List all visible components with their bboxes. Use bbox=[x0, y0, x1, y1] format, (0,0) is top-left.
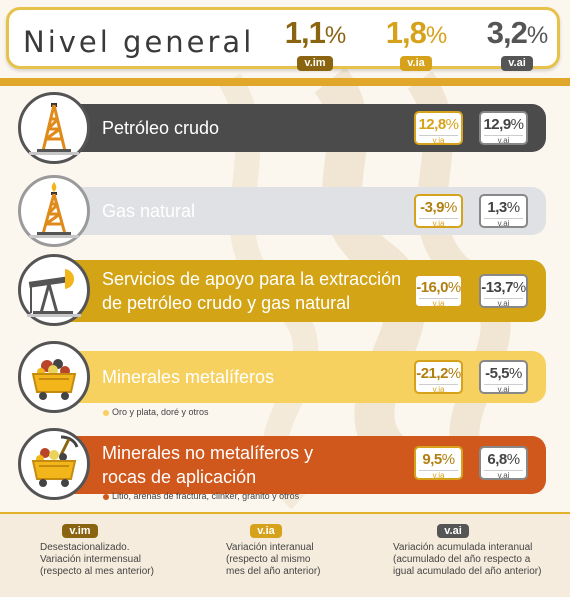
row-no-metaliferos-label-1: Minerales no metalíferos y bbox=[102, 443, 314, 463]
row-metaliferos-bar: Minerales metalíferos bbox=[58, 351, 546, 403]
row-servicios-label-1: Servicios de apoyo para la extracción bbox=[102, 269, 402, 289]
row-metaliferos-vai-unit: % bbox=[509, 365, 522, 382]
row-metaliferos-vai-tag: v.ai bbox=[497, 385, 510, 394]
page-title: Nivel general bbox=[23, 25, 255, 59]
header-underline bbox=[0, 78, 570, 86]
row-no-metaliferos-note: Litio, arenas de fractura, clinker, gran… bbox=[103, 491, 299, 501]
bullet-icon bbox=[103, 409, 109, 416]
row-no-metaliferos-via-tag: v.ia bbox=[432, 471, 445, 480]
row-servicios-via-tag: v.ia bbox=[432, 299, 445, 308]
row-metaliferos-vai-box: -5,5% v.ai bbox=[479, 360, 528, 394]
header-stat-vai-unit: % bbox=[526, 22, 548, 49]
row-servicios-via-box: -16,0% v.ia bbox=[414, 274, 463, 308]
row-petroleo-vai-box: 12,9% v.ai bbox=[479, 111, 528, 145]
row-no-metaliferos-via-box: 9,5% v.ia bbox=[414, 446, 463, 480]
row-no-metaliferos-note-text: Litio, arenas de fractura, clinker, gran… bbox=[112, 491, 300, 501]
row-metaliferos-via-tag: v.ia bbox=[432, 385, 445, 394]
row-servicios-vai-tag: v.ai bbox=[497, 299, 510, 308]
bullet-icon bbox=[103, 493, 109, 500]
row-metaliferos-via-box: -21,2% v.ia bbox=[414, 360, 463, 394]
row-gas: Gas natural -3,9% v.ia 1,3% v.ai bbox=[0, 175, 570, 247]
mine-cart-icon bbox=[18, 341, 90, 413]
row-petroleo-via-tag: v.ia bbox=[432, 136, 445, 145]
row-petroleo-vai-value: 12,9 bbox=[483, 116, 511, 133]
pump-jack-icon bbox=[18, 254, 90, 326]
row-metaliferos-label: Minerales metalíferos bbox=[102, 367, 275, 387]
header-stat-vim-badge: v.im bbox=[297, 56, 333, 71]
row-gas-vai-value: 1,3 bbox=[487, 199, 507, 216]
row-no-metaliferos-bar: Minerales no metalíferos y rocas de apli… bbox=[58, 436, 546, 494]
row-petroleo-vai-tag: v.ai bbox=[497, 136, 510, 145]
header-stat-via: 1,8% v.ia bbox=[376, 16, 456, 71]
header-stat-vim-value: 1,1 bbox=[284, 15, 326, 50]
legend-vai: v.ai Variación acumulada interanual (acu… bbox=[393, 524, 563, 578]
row-servicios-vai-box: -13,7% v.ai bbox=[479, 274, 528, 308]
row-petroleo-vai-unit: % bbox=[510, 116, 524, 133]
row-gas-vai-box: 1,3% v.ai bbox=[479, 194, 528, 228]
row-gas-vai-unit: % bbox=[506, 199, 520, 216]
legend-vim-line2: Variación intermensual bbox=[40, 554, 141, 565]
row-no-metaliferos-label-2: rocas de aplicación bbox=[102, 467, 257, 487]
legend-via-line1: Variación interanual bbox=[226, 542, 314, 553]
row-gas-via-unit: % bbox=[444, 199, 457, 216]
row-gas-vai-tag: v.ai bbox=[497, 219, 510, 228]
row-no-metaliferos-via-value: 9,5 bbox=[422, 451, 442, 468]
header-stat-vim: 1,1% v.im bbox=[275, 16, 355, 71]
legend-footer: v.im Desestacionalizado. Variación inter… bbox=[0, 512, 570, 597]
oil-rig-icon bbox=[18, 92, 90, 164]
row-petroleo-via-box: 12,8% v.ia bbox=[414, 111, 463, 145]
row-petroleo-bar: Petróleo crudo bbox=[58, 104, 546, 152]
legend-vim: v.im Desestacionalizado. Variación inter… bbox=[40, 524, 190, 578]
header-stat-via-unit: % bbox=[425, 22, 447, 49]
row-metaliferos: Minerales metalíferos -21,2% v.ia -5,5% … bbox=[0, 341, 570, 421]
row-petroleo-via-unit: % bbox=[445, 116, 459, 133]
row-no-metaliferos-vai-value: 6,8 bbox=[487, 451, 507, 468]
row-servicios-vai-unit: % bbox=[512, 279, 526, 296]
mine-cart-pickaxe-icon bbox=[18, 428, 90, 500]
row-metaliferos-note: Oro y plata, doré y otros bbox=[103, 407, 209, 417]
legend-vai-line3: igual acumulado del año anterior) bbox=[393, 566, 542, 577]
header-stat-via-badge: v.ia bbox=[400, 56, 432, 71]
row-petroleo: Petróleo crudo 12,8% v.ia 12,9% v.ai bbox=[0, 92, 570, 164]
row-no-metaliferos-vai-unit: % bbox=[506, 451, 520, 468]
header-stat-via-value: 1,8 bbox=[385, 15, 427, 50]
row-metaliferos-vai-value: -5,5 bbox=[485, 365, 509, 382]
row-metaliferos-note-text: Oro y plata, doré y otros bbox=[112, 407, 209, 417]
legend-vai-line1: Variación acumulada interanual bbox=[393, 542, 533, 553]
legend-vai-line2: (acumulado del año respecto a bbox=[393, 554, 531, 565]
row-servicios-label-2: de petróleo crudo y gas natural bbox=[102, 293, 351, 313]
row-gas-via-box: -3,9% v.ia bbox=[414, 194, 463, 228]
row-servicios-via-value: -16,0 bbox=[416, 279, 448, 296]
row-no-metaliferos-vai-box: 6,8% v.ai bbox=[479, 446, 528, 480]
row-no-metaliferos-vai-tag: v.ai bbox=[497, 471, 510, 480]
gas-rig-icon bbox=[18, 175, 90, 247]
header-stat-vim-unit: % bbox=[324, 22, 346, 49]
row-metaliferos-via-unit: % bbox=[447, 365, 461, 382]
row-no-metaliferos-via-unit: % bbox=[441, 451, 455, 468]
row-gas-bar: Gas natural bbox=[58, 187, 546, 235]
legend-via-line2: (respecto al mismo bbox=[226, 554, 311, 565]
legend-vim-line1: Desestacionalizado. bbox=[40, 542, 130, 553]
legend-via-badge: v.ia bbox=[250, 524, 282, 538]
row-servicios-bar: Servicios de apoyo para la extracción de… bbox=[58, 260, 546, 322]
header-stat-vai-badge: v.ai bbox=[501, 56, 533, 71]
row-petroleo-via-value: 12,8 bbox=[418, 116, 446, 133]
row-servicios-vai-value: -13,7 bbox=[481, 279, 513, 296]
row-no-metaliferos: Minerales no metalíferos y rocas de apli… bbox=[0, 428, 570, 508]
general-level-header: Nivel general 1,1% v.im 1,8% v.ia 3,2% v… bbox=[6, 7, 560, 71]
row-servicios-via-unit: % bbox=[447, 279, 461, 296]
legend-vim-badge: v.im bbox=[62, 524, 98, 538]
row-gas-label: Gas natural bbox=[102, 201, 196, 221]
legend-via: v.ia Variación interanual (respecto al m… bbox=[226, 524, 356, 578]
row-metaliferos-via-value: -21,2 bbox=[416, 365, 448, 382]
row-servicios: Servicios de apoyo para la extracción de… bbox=[0, 254, 570, 326]
row-gas-via-tag: v.ia bbox=[432, 219, 445, 228]
row-gas-via-value: -3,9 bbox=[420, 199, 444, 216]
legend-via-line3: mes del año anterior) bbox=[226, 566, 321, 577]
header-stat-vai-value: 3,2 bbox=[486, 15, 528, 50]
legend-vim-line3: (respecto al mes anterior) bbox=[40, 566, 154, 577]
header-stat-vai: 3,2% v.ai bbox=[477, 16, 557, 71]
row-petroleo-label: Petróleo crudo bbox=[102, 118, 220, 138]
legend-vai-badge: v.ai bbox=[437, 524, 469, 538]
